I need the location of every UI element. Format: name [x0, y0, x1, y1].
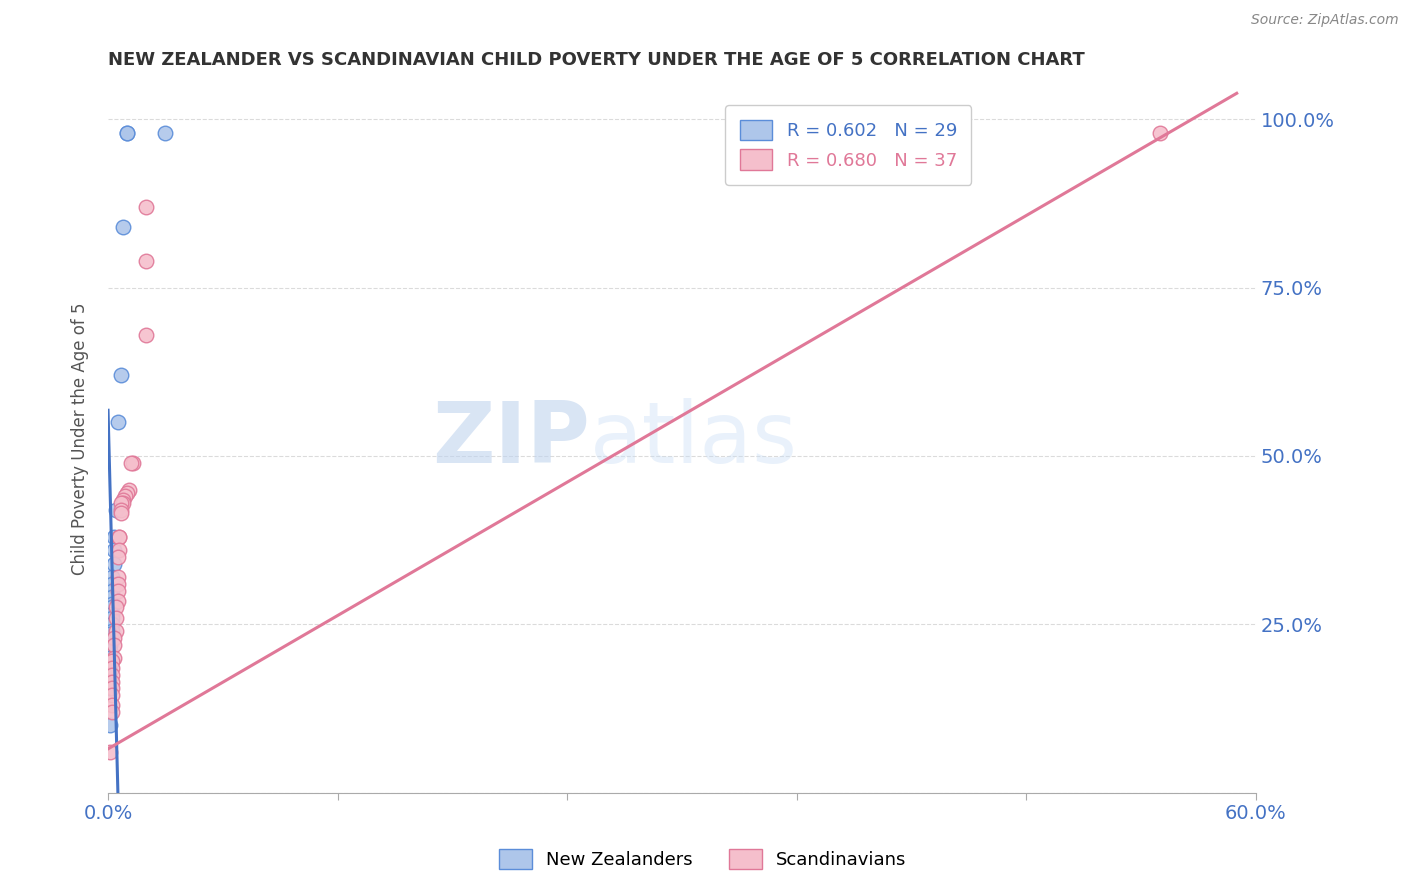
- Point: [101, 617, 124, 632]
- Point: [121, 456, 143, 470]
- Point: [101, 600, 124, 615]
- Point: [108, 530, 131, 544]
- Point: [98, 644, 121, 658]
- Point: [108, 530, 131, 544]
- Point: [115, 126, 138, 140]
- Point: [101, 607, 124, 622]
- Point: [107, 583, 129, 598]
- Legend: New Zealanders, Scandinavians: New Zealanders, Scandinavians: [491, 839, 915, 879]
- Point: [104, 610, 127, 624]
- Point: [107, 577, 129, 591]
- Point: [101, 681, 124, 696]
- Text: NEW ZEALANDER VS SCANDINAVIAN CHILD POVERTY UNDER THE AGE OF 5 CORRELATION CHART: NEW ZEALANDER VS SCANDINAVIAN CHILD POVE…: [108, 51, 1085, 69]
- Point: [101, 705, 124, 719]
- Point: [101, 597, 124, 611]
- Point: [101, 570, 124, 584]
- Point: [101, 591, 124, 605]
- Point: [104, 600, 127, 615]
- Point: [1149, 126, 1171, 140]
- Point: [103, 543, 125, 558]
- Point: [98, 651, 121, 665]
- Point: [110, 496, 132, 510]
- Point: [112, 492, 135, 507]
- Point: [101, 661, 124, 675]
- Point: [135, 200, 157, 214]
- Point: [101, 698, 124, 712]
- Point: [107, 593, 129, 607]
- Point: [103, 530, 125, 544]
- Point: [104, 624, 127, 638]
- Point: [104, 503, 127, 517]
- Point: [120, 456, 142, 470]
- Point: [110, 368, 132, 383]
- Point: [107, 415, 129, 429]
- Point: [98, 745, 121, 759]
- Legend: R = 0.602   N = 29, R = 0.680   N = 37: R = 0.602 N = 29, R = 0.680 N = 37: [725, 105, 972, 185]
- Point: [98, 718, 121, 732]
- Point: [118, 483, 141, 497]
- Point: [103, 631, 125, 645]
- Text: atlas: atlas: [591, 398, 799, 481]
- Point: [98, 657, 121, 672]
- Point: [115, 126, 138, 140]
- Point: [112, 496, 135, 510]
- Point: [110, 503, 132, 517]
- Point: [108, 543, 131, 558]
- Point: [98, 627, 121, 641]
- Point: [155, 126, 177, 140]
- Point: [101, 583, 124, 598]
- Point: [98, 638, 121, 652]
- Point: [114, 489, 136, 503]
- Point: [135, 253, 157, 268]
- Point: [107, 570, 129, 584]
- Point: [101, 668, 124, 682]
- Point: [103, 638, 125, 652]
- Point: [110, 506, 132, 520]
- Point: [101, 577, 124, 591]
- Point: [103, 557, 125, 571]
- Point: [135, 327, 157, 342]
- Point: [98, 634, 121, 648]
- Text: Source: ZipAtlas.com: Source: ZipAtlas.com: [1251, 13, 1399, 28]
- Text: ZIP: ZIP: [433, 398, 591, 481]
- Point: [112, 219, 135, 234]
- Point: [101, 654, 124, 668]
- Point: [101, 688, 124, 702]
- Point: [101, 674, 124, 689]
- Y-axis label: Child Poverty Under the Age of 5: Child Poverty Under the Age of 5: [72, 303, 89, 575]
- Point: [98, 665, 121, 679]
- Point: [101, 624, 124, 638]
- Point: [115, 486, 138, 500]
- Point: [107, 549, 129, 564]
- Point: [101, 610, 124, 624]
- Point: [103, 651, 125, 665]
- Point: [98, 681, 121, 696]
